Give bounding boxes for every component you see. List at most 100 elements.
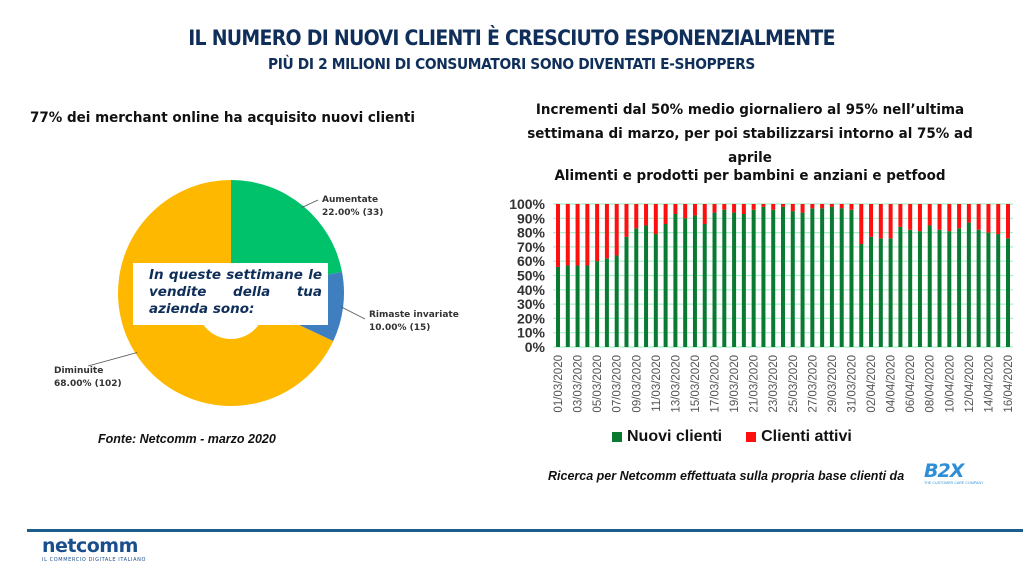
bar-14/04/2020 xyxy=(986,204,991,347)
bar-11/04/2020 xyxy=(957,204,962,347)
x-tick-label: 25/03/2020 xyxy=(788,355,800,413)
right-heading-line-2: settimana di marzo, per poi stabilizzars… xyxy=(527,126,973,166)
x-tick-label: 13/03/2020 xyxy=(670,355,682,413)
bar-segment-nuovi-clienti xyxy=(927,225,932,347)
pie-label-value: 10.00% (15) xyxy=(369,323,431,333)
bar-31/03/2020 xyxy=(849,204,854,347)
bar-03/03/2020 xyxy=(575,204,580,347)
bar-12/04/2020 xyxy=(966,204,971,347)
bar-segment-clienti-attivi xyxy=(595,204,600,262)
bar-segment-nuovi-clienti xyxy=(986,232,991,347)
bar-segment-clienti-attivi xyxy=(741,204,746,215)
bar-23/03/2020 xyxy=(771,204,776,347)
bar-segment-nuovi-clienti xyxy=(741,214,746,347)
x-tick-label: 12/04/2020 xyxy=(964,355,976,413)
bar-segment-nuovi-clienti xyxy=(781,206,785,347)
bar-14/03/2020 xyxy=(683,204,688,347)
bar-segment-nuovi-clienti xyxy=(722,209,727,347)
bar-segment-nuovi-clienti xyxy=(692,215,697,347)
bar-segment-clienti-attivi xyxy=(829,204,834,207)
y-tick-label: 90% xyxy=(517,210,546,226)
bar-chart-title: Alimenti e prodotti per bambini e anzian… xyxy=(554,168,946,184)
bar-segment-nuovi-clienti xyxy=(878,238,883,347)
x-tick-label: 17/03/2020 xyxy=(710,355,722,413)
bar-04/04/2020 xyxy=(888,204,893,347)
bar-segment-nuovi-clienti xyxy=(829,206,834,347)
bar-segment-nuovi-clienti xyxy=(634,228,639,347)
bar-segment-nuovi-clienti xyxy=(917,231,922,347)
bar-08/04/2020 xyxy=(927,204,932,347)
bar-segment-nuovi-clienti xyxy=(790,211,795,347)
x-tick-label: 16/04/2020 xyxy=(1003,355,1015,413)
y-tick-label: 30% xyxy=(517,296,546,312)
bar-06/03/2020 xyxy=(604,204,609,347)
bar-segment-nuovi-clienti xyxy=(565,265,570,347)
pie-label-aumentate: Aumentate 22.00% (33) xyxy=(322,194,383,220)
b2x-logo-mark: B2X xyxy=(924,460,964,482)
y-tick-label: 40% xyxy=(517,282,546,298)
bar-segment-clienti-attivi xyxy=(604,204,609,259)
y-tick-label: 100% xyxy=(509,196,545,212)
bar-segment-nuovi-clienti xyxy=(810,208,815,347)
bar-18/03/2020 xyxy=(722,204,727,347)
bar-segment-nuovi-clienti xyxy=(556,266,560,347)
bar-segment-clienti-attivi xyxy=(712,204,717,213)
footer-divider xyxy=(27,529,1023,532)
bar-09/04/2020 xyxy=(937,204,942,347)
chart-legend: Nuovi clienti Clienti attivi xyxy=(612,428,852,446)
research-note: Ricerca per Netcomm effettuata sulla pro… xyxy=(548,469,905,483)
bar-segment-clienti-attivi xyxy=(781,204,785,207)
bar-segment-clienti-attivi xyxy=(751,204,756,210)
bar-segment-clienti-attivi xyxy=(927,204,932,226)
bar-segment-clienti-attivi xyxy=(702,204,707,225)
y-tick-label: 80% xyxy=(517,225,546,241)
bar-segment-clienti-attivi xyxy=(644,204,649,226)
bar-segment-clienti-attivi xyxy=(917,204,922,232)
bar-01/04/2020 xyxy=(859,204,864,347)
bar-segment-clienti-attivi xyxy=(947,204,952,232)
bar-05/03/2020 xyxy=(595,204,600,347)
bar-segment-nuovi-clienti xyxy=(839,208,844,347)
x-tick-label: 23/03/2020 xyxy=(768,355,780,413)
bar-13/04/2020 xyxy=(976,204,981,347)
source-note: Fonte: Netcomm - marzo 2020 xyxy=(98,432,276,446)
bar-segment-clienti-attivi xyxy=(761,204,766,207)
bar-segment-nuovi-clienti xyxy=(1006,238,1010,347)
bar-segment-clienti-attivi xyxy=(663,204,668,225)
bar-segment-nuovi-clienti xyxy=(663,224,668,347)
bar-segment-clienti-attivi xyxy=(996,204,1001,235)
bar-segment-nuovi-clienti xyxy=(604,258,609,347)
bar-segment-nuovi-clienti xyxy=(800,212,805,347)
bar-segment-clienti-attivi xyxy=(898,204,903,227)
bar-segment-nuovi-clienti xyxy=(771,209,776,347)
bar-segment-nuovi-clienti xyxy=(966,222,971,347)
bar-segment-clienti-attivi xyxy=(624,204,629,237)
x-tick-label: 06/04/2020 xyxy=(905,355,917,413)
bar-segment-nuovi-clienti xyxy=(908,229,913,347)
bar-30/03/2020 xyxy=(839,204,844,347)
legend-item-clienti-attivi: Clienti attivi xyxy=(746,428,852,446)
x-tick-label: 02/04/2020 xyxy=(866,355,878,413)
bar-segment-clienti-attivi xyxy=(1006,204,1010,239)
bar-segment-nuovi-clienti xyxy=(869,236,874,347)
bar-segment-nuovi-clienti xyxy=(644,225,649,347)
y-tick-label: 60% xyxy=(517,253,546,269)
bar-09/03/2020 xyxy=(634,204,639,347)
bar-segment-nuovi-clienti xyxy=(624,236,629,347)
bar-segment-nuovi-clienti xyxy=(673,214,678,347)
bar-segment-nuovi-clienti xyxy=(585,265,590,347)
bar-segment-nuovi-clienti xyxy=(820,208,825,347)
right-heading-line-1: Incrementi dal 50% medio giornaliero al … xyxy=(535,102,965,118)
bar-segment-clienti-attivi xyxy=(653,204,658,235)
bar-segment-nuovi-clienti xyxy=(712,212,717,347)
bar-24/03/2020 xyxy=(781,204,785,347)
bar-19/03/2020 xyxy=(732,204,737,347)
bar-segment-nuovi-clienti xyxy=(653,234,658,347)
bar-28/03/2020 xyxy=(820,204,825,347)
bar-segment-nuovi-clienti xyxy=(996,234,1001,347)
bar-17/03/2020 xyxy=(712,204,717,347)
bar-07/04/2020 xyxy=(917,204,922,347)
pie-label-value: 68.00% (102) xyxy=(54,379,122,389)
netcomm-logo: netcomm IL COMMERCIO DIGITALE ITALIANO xyxy=(42,535,146,563)
bar-segment-nuovi-clienti xyxy=(614,255,619,347)
